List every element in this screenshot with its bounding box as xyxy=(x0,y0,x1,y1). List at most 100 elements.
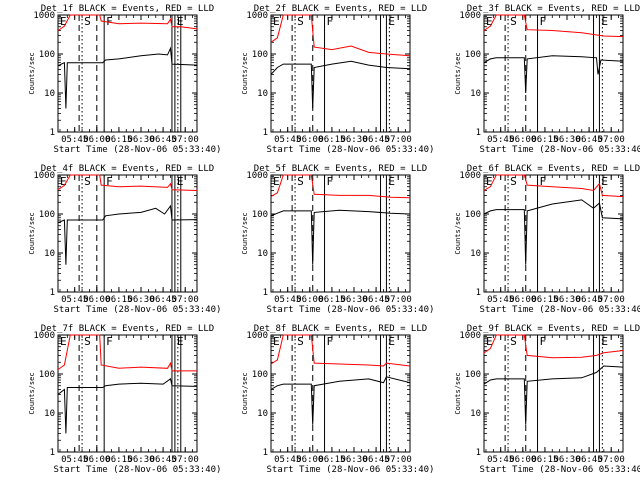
y-tick-label: 10 xyxy=(44,89,55,99)
x-tick-label: 06:15 xyxy=(318,295,345,305)
x-tick-label: 06:15 xyxy=(318,455,345,465)
x-tick-label: 06:45 xyxy=(363,455,390,465)
x-axis-label: Start Time (28-Nov-06 05:33:40) xyxy=(480,145,640,155)
event-marker-label: E xyxy=(601,335,608,348)
panel-title: Det_4f BLACK = Events, RED = LLD xyxy=(41,164,214,174)
y-axis-label: Counts/sec xyxy=(241,212,249,254)
x-tick-label: 06:00 xyxy=(509,135,536,145)
x-tick-label: 06:15 xyxy=(318,135,345,145)
event-marker-label: E xyxy=(388,175,395,188)
event-marker-label: S xyxy=(510,335,517,348)
y-tick-label: 1 xyxy=(476,448,481,458)
detector-panel-9: Det_9f BLACK = Events, RED = LLD 1 10 100 10… xyxy=(454,324,640,475)
y-tick-label: 100 xyxy=(39,50,55,60)
x-tick-label: 07:00 xyxy=(385,295,412,305)
x-tick-label: 06:45 xyxy=(576,135,603,145)
series-line-lld xyxy=(270,14,411,57)
y-tick-label: 1 xyxy=(50,448,55,458)
event-marker-label: E xyxy=(486,175,493,188)
x-tick-label: 07:00 xyxy=(385,455,412,465)
x-tick-label: 06:30 xyxy=(553,135,580,145)
y-tick-label: 10 xyxy=(257,409,268,419)
x-tick-label: 06:15 xyxy=(531,295,558,305)
event-marker-label: E xyxy=(60,15,67,28)
event-marker-label: E xyxy=(273,175,280,188)
x-axis-label: Start Time (28-Nov-06 05:33:40) xyxy=(54,305,222,315)
event-marker-label: E xyxy=(273,15,280,28)
detector-panel-1: Det_1f BLACK = Events, RED = LLD 1 10 100 10… xyxy=(28,4,221,155)
y-tick-label: 10 xyxy=(44,409,55,419)
x-tick-label: 06:00 xyxy=(296,455,323,465)
x-tick-label: 07:00 xyxy=(172,295,199,305)
event-marker-label: E xyxy=(177,335,184,348)
panel-title: Det_7f BLACK = Events, RED = LLD xyxy=(41,324,214,334)
event-marker-label: F xyxy=(327,15,334,28)
y-tick-label: 1000 xyxy=(459,11,481,21)
x-tick-label: 06:45 xyxy=(363,295,390,305)
y-tick-label: 10 xyxy=(44,249,55,259)
plot-frame xyxy=(483,334,624,453)
event-marker-label: S xyxy=(297,15,304,28)
plot-frame xyxy=(57,334,198,453)
y-tick-label: 100 xyxy=(252,370,268,380)
x-tick-label: 07:00 xyxy=(598,455,625,465)
detector-panel-5: Det_5f BLACK = Events, RED = LLD 1 10 100 10… xyxy=(241,164,434,315)
x-tick-label: 06:30 xyxy=(553,295,580,305)
detector-panel-7: Det_7f BLACK = Events, RED = LLD 1 10 100 10… xyxy=(28,324,221,475)
y-tick-label: 1000 xyxy=(33,171,55,181)
panel-title: Det_8f BLACK = Events, RED = LLD xyxy=(254,324,427,334)
x-tick-label: 06:45 xyxy=(576,295,603,305)
x-tick-label: 05:45 xyxy=(61,455,88,465)
x-tick-label: 06:30 xyxy=(553,455,580,465)
event-marker-label: E xyxy=(388,15,395,28)
series-line-events xyxy=(270,209,411,265)
x-tick-label: 06:00 xyxy=(296,295,323,305)
y-axis-label: Counts/sec xyxy=(241,372,249,414)
event-marker-label: E xyxy=(486,335,493,348)
x-axis-label: Start Time (28-Nov-06 05:33:40) xyxy=(54,465,222,475)
panel-title: Det_1f BLACK = Events, RED = LLD xyxy=(41,4,214,14)
series-line-lld xyxy=(57,174,198,191)
event-marker-label: F xyxy=(327,175,334,188)
x-tick-label: 06:30 xyxy=(340,455,367,465)
event-marker-label: F xyxy=(106,335,113,348)
event-marker-label: S xyxy=(84,15,91,28)
plot-frame xyxy=(57,174,198,293)
x-axis-label: Start Time (28-Nov-06 05:33:40) xyxy=(54,145,222,155)
event-marker-label: F xyxy=(106,15,113,28)
plot-frame xyxy=(270,174,411,293)
event-marker-label: E xyxy=(273,335,280,348)
event-marker-label: E xyxy=(388,335,395,348)
plot-frame xyxy=(270,334,411,453)
y-axis-label: Counts/sec xyxy=(28,52,36,94)
event-marker-label: F xyxy=(327,335,334,348)
x-tick-label: 06:45 xyxy=(576,455,603,465)
x-tick-label: 06:15 xyxy=(531,455,558,465)
panel-title: Det_9f BLACK = Events, RED = LLD xyxy=(467,324,640,334)
x-tick-label: 06:00 xyxy=(509,455,536,465)
y-axis-label: Counts/sec xyxy=(454,212,462,254)
y-axis-label: Counts/sec xyxy=(454,372,462,414)
x-tick-label: 06:15 xyxy=(531,135,558,145)
detector-panel-2: Det_2f BLACK = Events, RED = LLD 1 10 100 10… xyxy=(241,4,434,155)
x-axis-label: Start Time (28-Nov-06 05:33:40) xyxy=(267,305,435,315)
event-marker-label: E xyxy=(601,175,608,188)
y-tick-label: 10 xyxy=(470,249,481,259)
y-tick-label: 1 xyxy=(263,128,268,138)
x-axis-label: Start Time (28-Nov-06 05:33:40) xyxy=(267,465,435,475)
y-tick-label: 1000 xyxy=(246,171,268,181)
y-tick-label: 10 xyxy=(470,89,481,99)
event-marker-label: E xyxy=(60,175,67,188)
x-tick-label: 07:00 xyxy=(385,135,412,145)
series-line-lld xyxy=(270,334,411,367)
event-marker-label: E xyxy=(486,15,493,28)
x-tick-label: 05:45 xyxy=(61,135,88,145)
x-tick-label: 06:30 xyxy=(127,455,154,465)
series-line-events xyxy=(483,365,624,425)
plot-frame xyxy=(483,14,624,133)
y-axis-label: Counts/sec xyxy=(28,372,36,414)
y-tick-label: 1000 xyxy=(33,11,55,21)
x-tick-label: 06:45 xyxy=(150,455,177,465)
x-axis-label: Start Time (28-Nov-06 05:33:40) xyxy=(480,465,640,475)
event-marker-label: F xyxy=(540,335,547,348)
